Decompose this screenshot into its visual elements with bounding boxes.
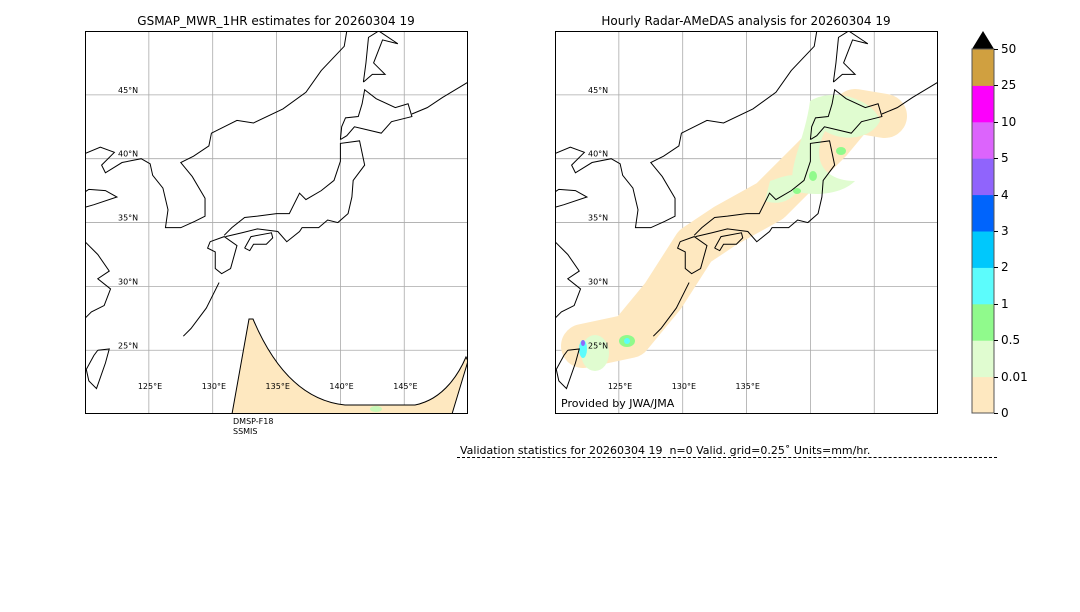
lat-label: 40°N [118,150,138,159]
colorbar [971,31,995,414]
colorbar-label: 10 [1001,114,1017,129]
moderate-precip-patch [793,188,801,194]
colorbar-label: 4 [1001,187,1009,202]
sensor-label: SSMIS [233,427,258,436]
moderate-precip-patch [836,147,846,155]
coastline-taiwan [555,348,580,390]
coastline-kyushu [206,236,238,275]
lat-label: 30°N [588,277,608,286]
light-rain-patch [370,406,382,412]
credit-label: Provided by JWA/JMA [561,397,675,410]
intense-precip-patch [581,340,585,346]
colorbar-label: 0 [1001,406,1009,420]
coastline-sakhalin [362,31,399,83]
map-frame [85,31,468,414]
validation-statistics: Validation statistics for 20260304 19 n=… [460,444,871,457]
colorbar-label: 25 [1001,78,1017,93]
lon-label: 145°E [393,382,417,391]
lon-label: 130°E [672,382,696,391]
light-precip-area [581,335,609,371]
colorbar-tick [994,194,998,196]
light-precip-area [765,175,803,203]
colorbar-segment [972,340,994,378]
coastline-shandong [555,188,589,208]
lon-label: 135°E [736,382,760,391]
lon-label: 135°E [266,382,290,391]
colorbar-segment [972,49,994,86]
right-map-title: Hourly Radar-AMeDAS analysis for 2026030… [601,14,891,28]
colorbar-tick [994,340,998,342]
colorbar-label: 0.01 [1001,369,1028,384]
coastline-sakhalin [832,31,869,83]
coastline-china_s [85,241,112,319]
lat-label: 30°N [118,277,138,286]
colorbar-tick [994,231,998,232]
satellite-swath [231,318,468,414]
colorbar-segment [972,267,994,305]
colorbar-tick [994,303,998,305]
heavy-precip-patch [624,338,630,344]
lat-label: 45°N [118,86,138,95]
map-frame [555,31,938,414]
lon-label: 125°E [138,382,162,391]
coastline-honshu [693,140,836,243]
colorbar-segment [972,158,994,196]
lon-label: 140°E [329,382,353,391]
lat-label: 25°N [118,341,138,350]
colorbar-label: 0.5 [1001,333,1021,348]
colorbar-label: 5 [1001,151,1009,166]
colorbar-label: 1 [1001,296,1009,311]
lat-label: 35°N [118,214,138,223]
colorbar-tick [994,158,998,160]
colorbar-tick [994,413,998,414]
lat-label: 25°N [588,341,608,350]
colorbar-segment [972,85,994,123]
satellite-label: DMSP-F18 [233,417,274,426]
coastline-shandong [85,188,119,208]
colorbar-tick [994,267,998,269]
lat-label: 35°N [588,214,608,223]
colorbar-tick [994,121,998,123]
radar-map: 45°N 40°N 35°N 30°N 25°N 125°E 130°E 135°E [555,31,938,414]
coastline-taiwan [85,348,110,390]
coastline-kurils [881,81,938,115]
colorbar-tick [994,376,998,378]
colorbar-tick [994,85,998,87]
coastline-shikoku [714,232,744,252]
heavy-precip-patch [579,340,587,358]
lon-label: 125°E [608,382,632,391]
coastline-mainland [85,31,348,229]
validation-divider [457,457,997,458]
coastline-hokkaido [339,88,413,140]
radar-coverage-area [561,89,907,368]
moderate-precip-patch [809,171,817,181]
colorbar-segment [972,376,994,414]
coastline-kyushu [676,236,708,275]
colorbar-segment [972,303,994,341]
left-map-title: GSMAP_MWR_1HR estimates for 20260304 19 [137,14,415,28]
colorbar-label: 2 [1001,260,1009,275]
coastline-china_s [555,241,582,319]
lat-label: 40°N [588,150,608,159]
coastline-ryukyu [182,282,220,337]
colorbar-segment [972,121,994,159]
colorbar-segment [972,194,994,232]
coastline-kurils [411,81,468,115]
coastline-hokkaido [809,88,883,140]
colorbar-extend-arrow [972,31,994,49]
coastline-mainland [555,31,818,229]
colorbar-label: 50 [1001,42,1017,56]
colorbar-segment [972,231,994,268]
lon-label: 130°E [202,382,226,391]
colorbar-tick [994,49,998,50]
gsmap-map: 45°N 40°N 35°N 30°N 25°N 125°E 130°E 135°E 140°E… [85,31,468,414]
coastline-honshu [223,140,366,243]
coastline-shikoku [244,232,274,252]
lat-label: 45°N [588,86,608,95]
coastline-ryukyu [652,282,690,337]
colorbar-label: 3 [1001,224,1009,238]
